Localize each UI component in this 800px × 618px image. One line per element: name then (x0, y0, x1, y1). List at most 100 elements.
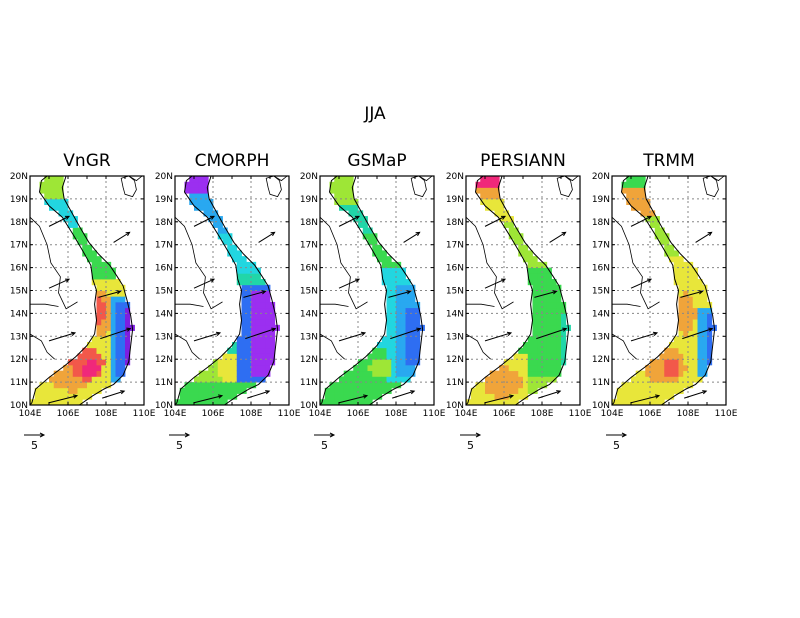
lat-tick-label: 12N (592, 355, 610, 365)
panel-title: TRMM (642, 151, 695, 171)
wind-vector (100, 327, 132, 340)
lon-tick-label: 106E (57, 409, 80, 419)
coastline (643, 175, 716, 406)
panel-title: CMORPH (195, 151, 270, 171)
lat-tick-label: 13N (300, 332, 318, 342)
lon-tick-label: 104E (455, 409, 478, 419)
hainan-island (265, 175, 282, 198)
wind-vector (245, 327, 277, 340)
lat-tick-label: 11N (300, 378, 318, 388)
wind-vector (258, 231, 276, 243)
lat-tick-label: 10N (592, 401, 610, 411)
lon-tick-label: 110E (133, 409, 156, 419)
wind-vector (680, 290, 704, 298)
wind-vector (484, 215, 507, 227)
wind-vector (536, 327, 568, 340)
wind-vector (390, 327, 422, 340)
lat-tick-label: 12N (300, 355, 318, 365)
lat-tick-label: 18N (300, 218, 318, 228)
wind-vector (403, 231, 421, 243)
lat-tick-label: 15N (10, 287, 28, 297)
wind-vector (549, 231, 567, 243)
wind-vector (388, 290, 412, 298)
lat-tick-label: 20N (155, 172, 173, 182)
western-border (465, 175, 534, 406)
lat-tick-label: 18N (592, 218, 610, 228)
wind-vector (193, 215, 216, 227)
wind-vector (338, 394, 369, 404)
lat-tick-label: 15N (155, 287, 173, 297)
lat-tick-label: 11N (10, 378, 28, 388)
lon-tick-label: 108E (240, 409, 263, 419)
wind-vector (338, 278, 361, 289)
lat-tick-label: 16N (446, 264, 464, 274)
wind-vector (682, 327, 714, 340)
lon-tick-label: 104E (309, 409, 332, 419)
lat-tick-label: 12N (155, 355, 173, 365)
lon-tick-label: 106E (493, 409, 516, 419)
lat-tick-label: 20N (592, 172, 610, 182)
reference-vector: 5 (169, 432, 191, 452)
coastline (61, 175, 134, 406)
reference-vector: 5 (314, 432, 336, 452)
lat-tick-label: 18N (10, 218, 28, 228)
reference-vector-label: 5 (31, 439, 38, 452)
lat-tick-label: 20N (300, 172, 318, 182)
lat-tick-label: 13N (155, 332, 173, 342)
lat-tick-label: 14N (592, 309, 610, 319)
wind-vector (243, 290, 267, 298)
wind-vector (695, 231, 713, 243)
lat-tick-label: 14N (300, 309, 318, 319)
reference-vector: 5 (460, 432, 482, 452)
lon-tick-label: 104E (601, 409, 624, 419)
reference-vector: 5 (606, 432, 628, 452)
lat-tick-label: 15N (592, 287, 610, 297)
coastline (206, 175, 279, 406)
lat-tick-label: 17N (300, 241, 318, 251)
hainan-island (120, 175, 137, 198)
lat-tick-label: 14N (155, 309, 173, 319)
lat-tick-label: 17N (446, 241, 464, 251)
lat-tick-label: 17N (592, 241, 610, 251)
hainan-island (702, 175, 719, 198)
reference-vector-label: 5 (467, 439, 474, 452)
lat-tick-label: 16N (155, 264, 173, 274)
lat-tick-label: 15N (446, 287, 464, 297)
wind-vector (630, 394, 661, 404)
lon-tick-label: 110E (569, 409, 592, 419)
lat-tick-label: 17N (10, 241, 28, 251)
lat-tick-label: 17N (155, 241, 173, 251)
wind-vector (193, 278, 216, 289)
lat-tick-label: 10N (10, 401, 28, 411)
wind-vector (630, 215, 653, 227)
hainan-island (410, 175, 427, 198)
lat-tick-label: 10N (300, 401, 318, 411)
lat-tick-label: 19N (155, 195, 173, 205)
wind-vector (98, 290, 122, 298)
panel-title: PERSIANN (480, 151, 566, 171)
wind-vector (193, 331, 222, 342)
wind-vector (630, 278, 653, 289)
reference-vector-label: 5 (613, 439, 620, 452)
wind-vector (193, 394, 224, 404)
reference-vector-label: 5 (321, 439, 328, 452)
lat-tick-label: 10N (446, 401, 464, 411)
map-panel-trmm: TRMM 10N 11N 12N 13N 14N 15N 16N 17N 18N 19N 20N 104… (592, 151, 738, 452)
lat-tick-label: 11N (155, 378, 173, 388)
lon-tick-label: 108E (385, 409, 408, 419)
lon-tick-label: 108E (677, 409, 700, 419)
lat-tick-label: 13N (592, 332, 610, 342)
wind-vector (338, 215, 361, 227)
panel-title: VnGR (63, 151, 111, 171)
wind-vector (338, 331, 367, 342)
lat-tick-label: 12N (446, 355, 464, 365)
wind-vector (48, 394, 79, 404)
lat-tick-label: 14N (10, 309, 28, 319)
wind-vector (102, 390, 126, 399)
wind-vector (392, 390, 416, 399)
lat-tick-label: 13N (446, 332, 464, 342)
lat-tick-label: 16N (592, 264, 610, 274)
lat-tick-label: 11N (592, 378, 610, 388)
lat-tick-label: 10N (155, 401, 173, 411)
lon-tick-label: 106E (202, 409, 225, 419)
